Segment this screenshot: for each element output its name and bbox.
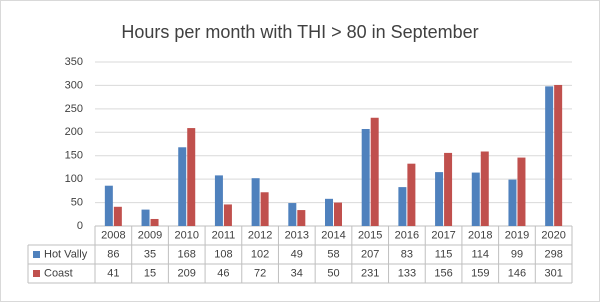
table-value: 99 — [511, 248, 523, 260]
legend-key — [33, 251, 40, 258]
table-value: 86 — [107, 248, 119, 260]
table-value: 159 — [471, 267, 489, 279]
table-value: 301 — [544, 267, 562, 279]
table-value: 49 — [291, 248, 303, 260]
x-tick-label: 2011 — [212, 229, 236, 241]
bar — [288, 203, 297, 226]
bar — [517, 157, 526, 226]
table-value: 168 — [178, 248, 196, 260]
x-tick-label: 2013 — [285, 229, 309, 241]
table-value: 83 — [401, 248, 413, 260]
bar — [407, 163, 416, 226]
y-tick-label: 350 — [65, 56, 83, 68]
table-value: 298 — [544, 248, 562, 260]
bar — [370, 117, 379, 226]
bar — [444, 152, 453, 226]
table-value: 46 — [217, 267, 229, 279]
table-value: 35 — [144, 248, 156, 260]
y-tick-label: 0 — [77, 220, 83, 232]
y-tick-label: 200 — [65, 126, 83, 138]
table-value: 34 — [291, 267, 303, 279]
bar — [334, 202, 342, 226]
bar — [554, 84, 563, 227]
y-tick-label: 100 — [65, 173, 83, 185]
bar — [251, 178, 260, 226]
bar — [508, 179, 517, 226]
bar — [141, 209, 150, 226]
table-value: 58 — [327, 248, 339, 260]
bar — [471, 172, 480, 226]
legend-label: Coast — [44, 267, 73, 279]
table-value: 114 — [471, 248, 489, 260]
table-value: 15 — [144, 267, 156, 279]
legend-label: Hot Vally — [44, 248, 88, 260]
bar — [150, 218, 159, 226]
bar — [187, 128, 196, 226]
bar — [113, 206, 122, 226]
bar — [297, 210, 306, 226]
table-value: 146 — [508, 267, 526, 279]
x-tick-label: 2015 — [358, 229, 382, 241]
table-value: 102 — [251, 248, 269, 260]
bar — [104, 185, 113, 226]
table-value: 108 — [214, 248, 232, 260]
x-tick-label: 2018 — [468, 229, 492, 241]
table-value: 156 — [434, 267, 452, 279]
x-tick-label: 2010 — [174, 229, 198, 241]
x-tick-label: 2016 — [395, 229, 419, 241]
x-tick-label: 2020 — [541, 229, 565, 241]
x-tick-label: 2014 — [321, 229, 345, 241]
table-value: 209 — [178, 267, 196, 279]
x-tick-label: 2017 — [431, 229, 455, 241]
bar — [398, 187, 407, 226]
x-tick-label: 2008 — [101, 229, 125, 241]
y-tick-label: 250 — [65, 103, 83, 115]
bar — [435, 172, 444, 226]
y-tick-label: 150 — [65, 150, 83, 162]
bar — [480, 151, 489, 226]
x-tick-label: 2019 — [505, 229, 529, 241]
bar — [260, 192, 269, 226]
x-tick-label: 2012 — [248, 229, 272, 241]
bar — [361, 129, 370, 226]
table-value: 41 — [107, 267, 119, 279]
bar — [178, 147, 187, 226]
y-tick-label: 50 — [71, 196, 83, 208]
bar — [214, 175, 223, 226]
table-value: 207 — [361, 248, 379, 260]
table-value: 133 — [398, 267, 416, 279]
table-value: 72 — [254, 267, 266, 279]
table-value: 231 — [361, 267, 379, 279]
table-value: 50 — [327, 267, 339, 279]
y-tick-label: 300 — [65, 79, 83, 91]
bar — [223, 204, 232, 226]
legend-key — [33, 270, 40, 277]
bar — [325, 198, 333, 226]
chart-title: Hours per month with THI > 80 in Septemb… — [121, 22, 478, 42]
bar — [545, 86, 554, 226]
table-value: 115 — [435, 248, 453, 260]
x-tick-label: 2009 — [138, 229, 162, 241]
